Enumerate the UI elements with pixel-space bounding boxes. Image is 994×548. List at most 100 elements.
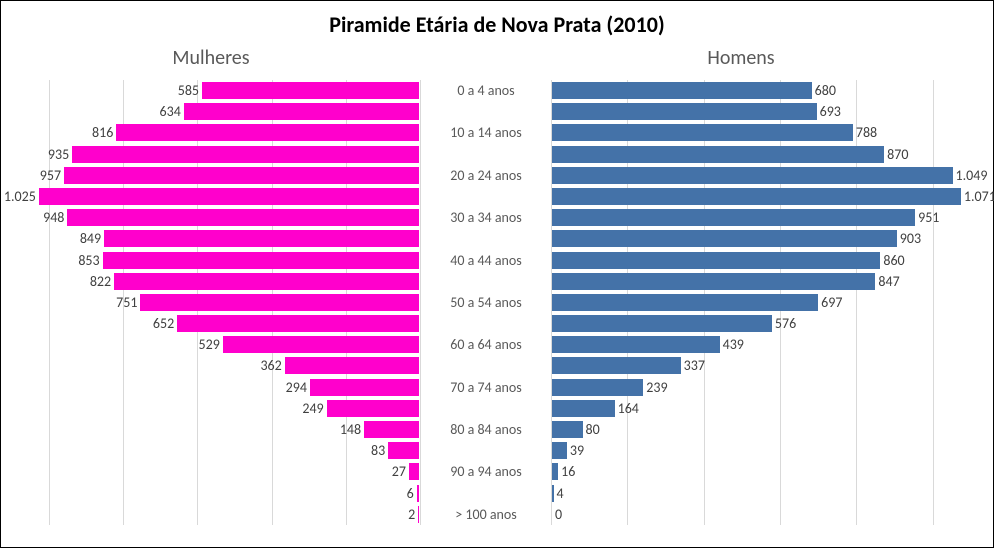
- women-bar: [223, 336, 419, 353]
- men-bar-group: 693: [552, 103, 841, 120]
- women-value-label: 634: [160, 103, 181, 120]
- women-bar: [285, 357, 419, 374]
- pyramid-row: 935870: [1, 144, 993, 165]
- pyramid-row: 822 847: [1, 271, 993, 292]
- women-value-label: 822: [90, 273, 111, 290]
- women-bar: [72, 146, 419, 163]
- men-value-label: 439: [723, 336, 744, 353]
- pyramid-row: 80 a 84 anos 148 80: [1, 419, 993, 440]
- women-value-label: 83: [371, 442, 385, 459]
- subtitle-spacer: [421, 46, 531, 70]
- men-value-label: 39: [570, 442, 584, 459]
- men-bar-group: 80: [552, 421, 600, 438]
- age-label: 0 a 4 anos: [426, 80, 546, 101]
- women-bar-group: 652: [153, 315, 419, 332]
- women-value-label: 362: [260, 357, 281, 374]
- men-bar-group: 4: [552, 485, 564, 502]
- men-bar: [552, 379, 643, 396]
- women-bar: [177, 315, 419, 332]
- women-bar-group: 585: [178, 82, 419, 99]
- women-bar: [39, 188, 419, 205]
- age-label: 80 a 84 anos: [426, 419, 546, 440]
- men-bar: [552, 252, 880, 269]
- pyramid-row: 40 a 44 anos853860: [1, 250, 993, 271]
- women-bar: [114, 273, 419, 290]
- men-bar-group: 1.071: [552, 188, 994, 205]
- pyramid-row: 90 a 94 anos 27 16: [1, 461, 993, 482]
- women-value-label: 1.025: [4, 188, 36, 205]
- pyramid-row: 83 39: [1, 440, 993, 461]
- bars-container: 0 a 4 anos58568063469310 a 14 anos816788…: [1, 80, 993, 525]
- men-bar: [552, 124, 853, 141]
- pyramid-row: > 100 anos20: [1, 504, 993, 525]
- women-bar: [327, 400, 419, 417]
- women-bar-group: 529: [199, 336, 420, 353]
- women-bar-group: 249: [302, 400, 419, 417]
- women-bar: [184, 103, 419, 120]
- men-value-label: 1.049: [956, 167, 988, 184]
- age-label: 70 a 74 anos: [426, 377, 546, 398]
- women-value-label: 6: [407, 485, 414, 502]
- age-label: 50 a 54 anos: [426, 292, 546, 313]
- women-bar: [310, 379, 419, 396]
- men-value-label: 860: [883, 252, 904, 269]
- men-value-label: 16: [561, 463, 575, 480]
- women-bar-group: 816: [92, 124, 419, 141]
- women-bar: [409, 463, 419, 480]
- men-value-label: 0: [555, 506, 562, 523]
- men-value-label: 903: [900, 230, 921, 247]
- women-bar-group: 27: [392, 463, 419, 480]
- men-bar: [552, 336, 720, 353]
- men-value-label: 697: [821, 294, 842, 311]
- age-label: 10 a 14 anos: [426, 122, 546, 143]
- pyramid-row: 70 a 74 anos 294 239: [1, 377, 993, 398]
- women-value-label: 249: [302, 400, 323, 417]
- men-bar: [552, 485, 554, 502]
- pyramid-row: 634 693: [1, 101, 993, 122]
- men-bar: [552, 463, 558, 480]
- women-bar: [103, 252, 419, 269]
- men-value-label: 847: [878, 273, 899, 290]
- women-value-label: 148: [340, 421, 361, 438]
- men-bar-group: 164: [552, 400, 639, 417]
- women-bar-group: 2: [408, 506, 419, 523]
- men-bar-group: 0: [552, 506, 562, 523]
- pyramid-row: 249 164: [1, 398, 993, 419]
- pyramid-row: 1.025 1.071: [1, 186, 993, 207]
- pyramid-row: 64: [1, 483, 993, 504]
- women-bar: [202, 82, 419, 99]
- women-value-label: 294: [286, 379, 307, 396]
- women-value-label: 849: [80, 230, 101, 247]
- women-bar-group: 83: [371, 442, 419, 459]
- men-bar-group: 903: [552, 230, 921, 247]
- women-value-label: 957: [40, 167, 61, 184]
- women-bar: [116, 124, 419, 141]
- men-bar: [552, 273, 875, 290]
- women-bar: [364, 421, 419, 438]
- men-bar: [552, 442, 567, 459]
- men-bar: [552, 400, 615, 417]
- men-bar-group: 576: [552, 315, 796, 332]
- men-value-label: 337: [684, 357, 705, 374]
- age-label: 60 a 64 anos: [426, 334, 546, 355]
- men-value-label: 239: [646, 379, 667, 396]
- pyramid-row: 849 903: [1, 228, 993, 249]
- women-bar-group: 751: [116, 294, 419, 311]
- women-bar-group: 362: [260, 357, 419, 374]
- men-bar: [552, 421, 583, 438]
- age-label: 20 a 24 anos: [426, 165, 546, 186]
- men-bar: [552, 315, 772, 332]
- women-bar-group: 853: [78, 252, 419, 269]
- left-subtitle: Mulheres: [1, 46, 421, 70]
- women-bar: [417, 485, 419, 502]
- age-label: 90 a 94 anos: [426, 461, 546, 482]
- subtitles-row: Mulheres Homens: [1, 46, 993, 70]
- men-bar-group: 39: [552, 442, 584, 459]
- men-bar: [552, 188, 961, 205]
- men-bar-group: 16: [552, 463, 575, 480]
- women-bar: [67, 209, 419, 226]
- pyramid-row: 0 a 4 anos585680: [1, 80, 993, 101]
- men-bar-group: 337: [552, 357, 705, 374]
- women-value-label: 652: [153, 315, 174, 332]
- women-bar-group: 148: [340, 421, 419, 438]
